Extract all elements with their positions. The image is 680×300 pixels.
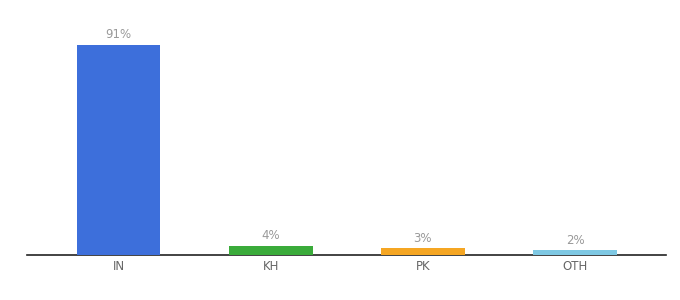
Text: 91%: 91% [105, 28, 131, 41]
Bar [229, 246, 313, 255]
Bar [533, 250, 617, 255]
Bar [77, 45, 160, 255]
Text: 4%: 4% [261, 229, 280, 242]
Bar [381, 248, 464, 255]
Text: 2%: 2% [566, 234, 584, 247]
Text: 3%: 3% [413, 232, 432, 244]
